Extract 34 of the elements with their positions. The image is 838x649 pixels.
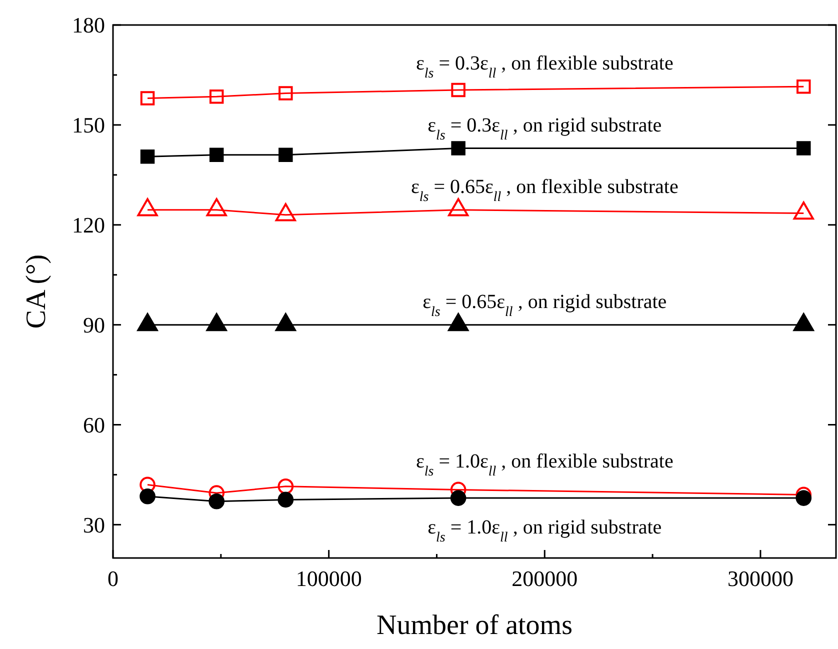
point	[278, 478, 294, 494]
x-axis-title: Number of atoms	[376, 610, 572, 641]
y-tick-label: 180	[72, 12, 105, 38]
y-tick-label: 120	[72, 212, 105, 238]
y-tick-label: 150	[72, 112, 105, 138]
series-label: ε$_{ls}$ = 0.3ε$_{ll}$ , on flexible substrate	[416, 52, 674, 82]
series-label: ε$_{ls}$ = 0.65ε$_{ll}$ , on flexible substrate	[410, 176, 678, 204]
y-tick-label: 30	[83, 512, 105, 538]
x-tick-label: 100000	[296, 566, 362, 591]
y-tick-label: 90	[83, 312, 105, 338]
point	[140, 91, 155, 106]
point	[451, 141, 466, 156]
series-label: ε$_{ls}$ = 1.0ε$_{ll}$ , on rigid substrate	[428, 516, 662, 545]
x-tick-label: 200000	[512, 566, 578, 591]
point	[796, 490, 812, 506]
point	[450, 490, 466, 506]
point	[278, 148, 293, 162]
point	[209, 90, 224, 104]
x-tick-label: 300000	[727, 566, 794, 591]
x-tick-label: 0	[108, 566, 118, 591]
y-axis-title: CA (°)	[21, 254, 52, 329]
point	[796, 141, 811, 156]
series-label: ε$_{ls}$ = 0.65ε$_{ll}$ , on rigid substrate	[422, 290, 667, 320]
series-label: ε$_{ls}$ = 0.3ε$_{ll}$ , on rigid substrate	[428, 114, 662, 143]
point	[278, 492, 294, 508]
point	[451, 82, 466, 98]
point	[796, 80, 811, 94]
series-label: ε$_{ls}$ = 1.0ε$_{ll}$ , on flexible substrate	[416, 450, 674, 480]
point	[208, 493, 225, 510]
point	[209, 148, 224, 162]
point	[278, 86, 293, 100]
point	[140, 149, 155, 164]
point	[140, 488, 156, 504]
y-tick-label: 60	[83, 412, 105, 438]
